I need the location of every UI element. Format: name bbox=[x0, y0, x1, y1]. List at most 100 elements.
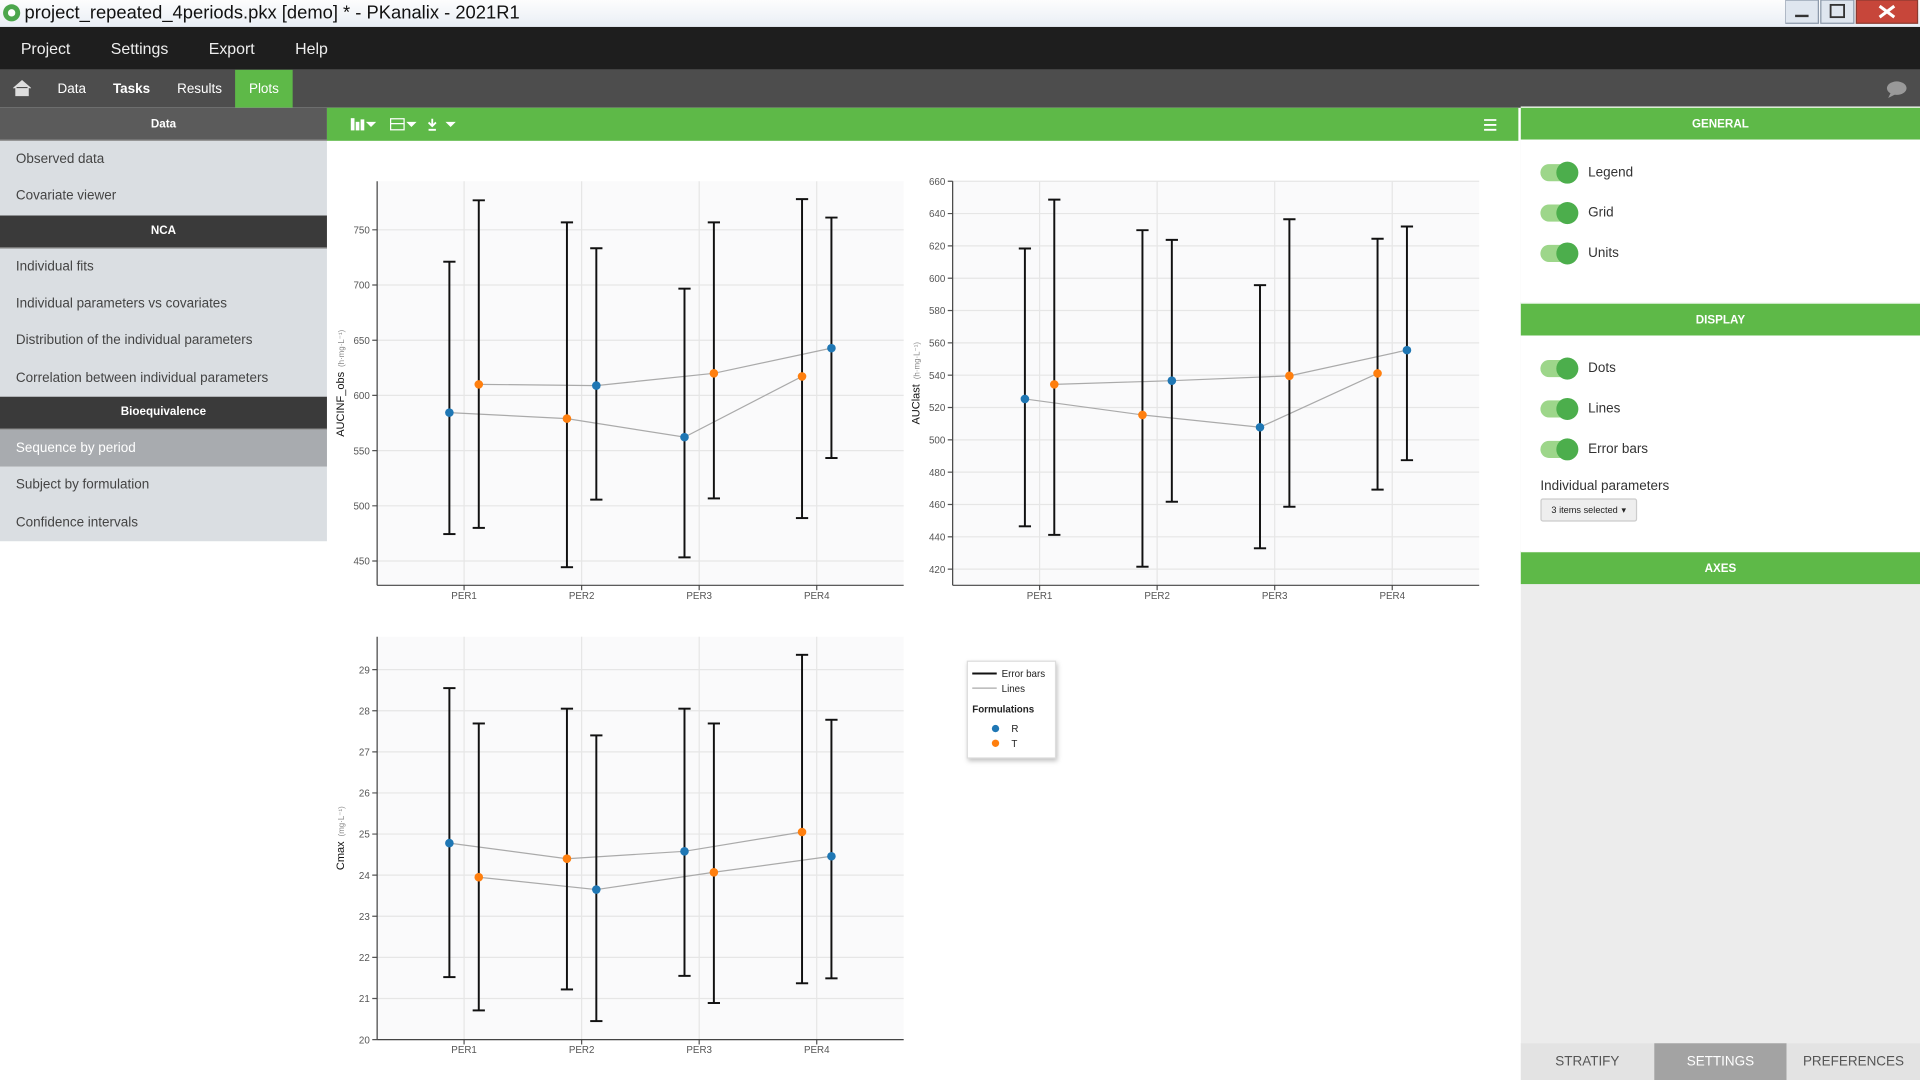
legend-label: Error bars bbox=[1002, 669, 1046, 680]
section-header[interactable]: AXES bbox=[1520, 551, 1920, 585]
y-tick-label: 460 bbox=[929, 500, 946, 511]
nav-tab[interactable]: Tasks bbox=[112, 81, 151, 97]
error-bar bbox=[590, 247, 603, 501]
y-tick-label: 26 bbox=[359, 789, 370, 800]
y-tick-label: 500 bbox=[929, 436, 946, 447]
error-bar bbox=[590, 734, 603, 1023]
menu-item[interactable]: Export bbox=[208, 39, 255, 58]
toggle-row: Grid bbox=[1540, 192, 1920, 232]
app-icon bbox=[3, 4, 21, 22]
chat-icon[interactable] bbox=[1886, 81, 1908, 98]
toggle-switch[interactable] bbox=[1540, 437, 1579, 460]
sidebar-item[interactable]: Individual fits bbox=[15, 259, 94, 274]
x-tick-label: PER4 bbox=[804, 1045, 830, 1056]
y-axis-name: Cmax bbox=[335, 841, 347, 870]
x-tick-label: PER3 bbox=[686, 1045, 712, 1056]
sequence-line bbox=[449, 375, 803, 438]
sidebar-item[interactable]: Covariate viewer bbox=[15, 189, 117, 204]
section-body: Legend Grid Units bbox=[1520, 139, 1920, 303]
y-axis-name: AUCINF_obs bbox=[335, 371, 347, 436]
data-point bbox=[680, 432, 689, 442]
toggle-label: Legend bbox=[1588, 164, 1634, 180]
nav-tab[interactable]: Data bbox=[57, 81, 87, 97]
settings-panel: GENERAL Legend Grid Units DISPLAY Dots Lines Er… bbox=[1520, 106, 1920, 1080]
toggle-switch[interactable] bbox=[1540, 161, 1579, 184]
x-tick-label: PER4 bbox=[804, 591, 830, 602]
sidebar-item[interactable]: Subject by formulation bbox=[15, 477, 150, 493]
y-tick-label: 600 bbox=[929, 274, 946, 285]
bottom-tab[interactable]: PREFERENCES bbox=[1786, 1043, 1920, 1080]
menu-item[interactable]: Settings bbox=[110, 39, 169, 58]
toolbar-icons[interactable] bbox=[327, 108, 1518, 141]
nav-tab[interactable]: Plots bbox=[235, 69, 293, 108]
toggle-knob bbox=[1556, 356, 1579, 379]
toggle-row: Lines bbox=[1540, 388, 1920, 428]
error-bar bbox=[678, 287, 691, 559]
window-controls[interactable] bbox=[1785, 0, 1920, 24]
x-tick-label: PER1 bbox=[451, 1045, 477, 1056]
nav-tab[interactable]: Results bbox=[177, 81, 223, 97]
sidebar-item[interactable]: Distribution of the individual parameter… bbox=[15, 333, 253, 349]
toggle-label: Dots bbox=[1588, 360, 1616, 376]
data-point bbox=[1255, 422, 1265, 432]
y-tick-label: 500 bbox=[353, 501, 370, 512]
y-tick-label: 440 bbox=[929, 532, 946, 543]
legend: Error bars Lines Formulations RT bbox=[966, 660, 1057, 759]
y-tick-label: 20 bbox=[359, 1035, 370, 1046]
x-tick-label: PER1 bbox=[1027, 591, 1053, 602]
toggle-row: Legend bbox=[1540, 152, 1920, 192]
section-header[interactable]: GENERAL bbox=[1520, 106, 1920, 140]
window-title: project_repeated_4periods.pkx [demo] * -… bbox=[24, 2, 520, 24]
x-tick-label: PER4 bbox=[1379, 591, 1405, 602]
error-bar bbox=[707, 221, 721, 500]
sequence-line bbox=[478, 347, 832, 387]
error-bar bbox=[1371, 237, 1384, 491]
data-point bbox=[1285, 371, 1294, 381]
sidebar-item[interactable]: Confidence intervals bbox=[15, 514, 138, 530]
data-point bbox=[1167, 376, 1177, 385]
toggle-switch[interactable] bbox=[1540, 397, 1579, 420]
toggle-switch[interactable] bbox=[1540, 201, 1579, 224]
data-point bbox=[1402, 345, 1412, 355]
menu-item[interactable]: Project bbox=[20, 39, 71, 58]
home-icon[interactable] bbox=[12, 80, 32, 97]
error-bar bbox=[443, 260, 456, 536]
data-point bbox=[474, 380, 484, 389]
x-tick-label: PER2 bbox=[1144, 591, 1170, 602]
toggle-knob bbox=[1556, 437, 1579, 460]
y-tick-label: 22 bbox=[359, 953, 370, 964]
sidebar-item[interactable]: Individual parameters vs covariates bbox=[15, 296, 228, 312]
data-point bbox=[562, 414, 572, 423]
sequence-line bbox=[478, 855, 832, 891]
sidebar-item[interactable]: Sequence by period bbox=[0, 429, 327, 467]
dropdown[interactable]: 3 items selected ▾ bbox=[1540, 498, 1638, 522]
menu-item[interactable]: Help bbox=[295, 39, 328, 58]
dropdown-value: 3 items selected bbox=[1551, 504, 1618, 516]
toggle-switch[interactable] bbox=[1540, 241, 1579, 264]
error-bar bbox=[825, 718, 838, 980]
error-bar bbox=[1253, 284, 1267, 550]
toggle-switch[interactable] bbox=[1540, 356, 1579, 379]
y-axis-unit: (h·mg·L⁻¹) bbox=[913, 342, 922, 380]
sidebar-header: Data bbox=[0, 107, 327, 141]
data-point bbox=[592, 885, 601, 894]
data-point bbox=[827, 343, 836, 353]
section-header[interactable]: DISPLAY bbox=[1520, 302, 1920, 336]
y-tick-label: 480 bbox=[929, 468, 946, 479]
y-tick-label: 540 bbox=[929, 371, 946, 382]
legend-label: Lines bbox=[1002, 684, 1025, 695]
error-bar bbox=[825, 216, 838, 459]
bottom-tab[interactable]: SETTINGS bbox=[1653, 1043, 1787, 1080]
bottom-tabs: STRATIFY SETTINGS PREFERENCES bbox=[1520, 1043, 1920, 1080]
y-tick-label: 24 bbox=[359, 871, 370, 882]
data-point bbox=[1020, 394, 1030, 404]
sidebar-item[interactable]: Correlation between individual parameter… bbox=[15, 370, 269, 386]
sidebar-item[interactable]: Observed data bbox=[15, 152, 105, 167]
y-tick-label: 550 bbox=[353, 446, 370, 457]
plot-toolbar bbox=[326, 107, 1519, 141]
bottom-tab[interactable]: STRATIFY bbox=[1520, 1043, 1654, 1080]
section-body: Dots Lines Error bars Individual parameters… bbox=[1520, 335, 1920, 552]
y-tick-label: 25 bbox=[359, 830, 370, 841]
error-bar bbox=[443, 687, 456, 979]
